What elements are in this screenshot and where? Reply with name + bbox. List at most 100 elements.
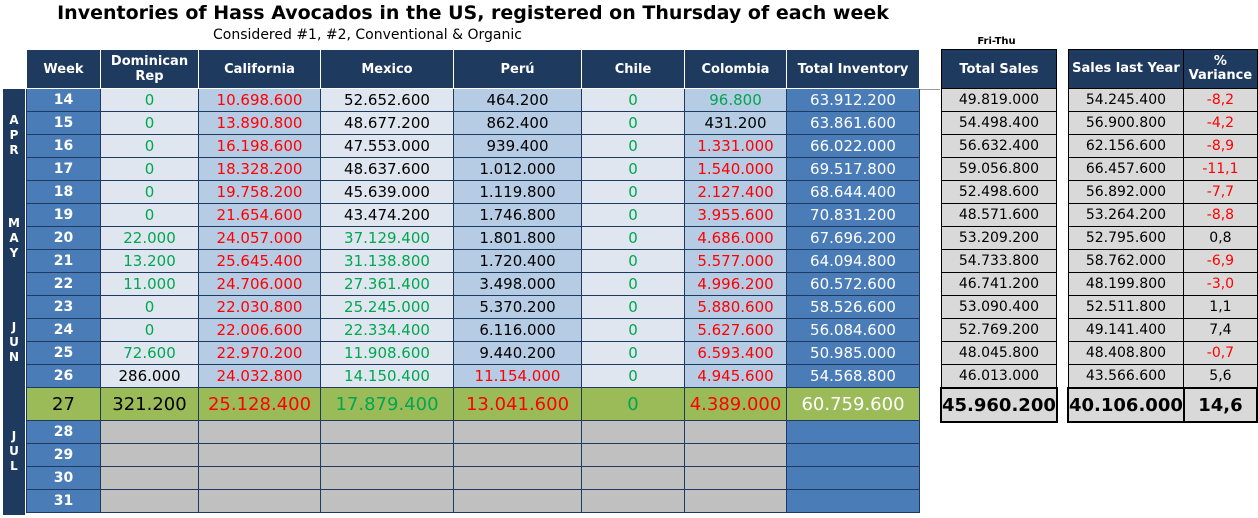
mex-cell: 31.138.800 [320, 249, 454, 273]
last-year-cell: 43.566.600 [1067, 364, 1185, 389]
week-cell: 20 [26, 226, 101, 250]
dom-cell: 11.000 [100, 272, 199, 296]
cal-cell: 24.706.000 [198, 272, 321, 296]
empty-cell [320, 489, 454, 513]
table-row: 19 0 21.654.600 43.474.200 1.746.800 0 3.955.6… [26, 203, 920, 227]
peru-cell: 862.400 [453, 111, 582, 135]
peru-cell: 13.041.600 [453, 387, 582, 421]
peru-cell: 9.440.200 [453, 341, 582, 365]
cal-cell: 18.328.200 [198, 157, 321, 181]
chile-cell: 0 [581, 364, 685, 388]
mex-cell: 47.553.000 [320, 134, 454, 158]
header-chile: Chile [581, 49, 685, 89]
last-year-cell: 53.264.200 [1067, 203, 1185, 227]
peru-cell: 1.720.400 [453, 249, 582, 273]
cal-cell: 21.654.600 [198, 203, 321, 227]
sales-cell: 59.056.800 [940, 157, 1058, 181]
mex-cell: 48.677.200 [320, 111, 454, 135]
last-year-cell: 52.511.800 [1067, 295, 1185, 319]
total-cell: 68.644.400 [786, 180, 920, 204]
table-row: 54.733.800 [940, 249, 1058, 273]
chile-cell: 0 [581, 295, 685, 319]
week-cell: 25 [26, 341, 101, 365]
table-row: 66.457.600 -11,1 [1067, 157, 1258, 181]
table-row: 56.900.800 -4,2 [1067, 111, 1258, 135]
empty-cell [581, 466, 685, 490]
header-total-sales: Total Sales [940, 49, 1058, 89]
mex-cell: 52.652.600 [320, 88, 454, 112]
dom-cell: 0 [100, 111, 199, 135]
total-cell: 67.696.200 [786, 226, 920, 250]
table-row: 52.498.600 [940, 180, 1058, 204]
sales-cell: 46.013.000 [940, 364, 1058, 389]
last-year-cell: 48.408.800 [1067, 341, 1185, 365]
header-dominican-rep: Dominican Rep [100, 49, 199, 89]
week-cell: 30 [26, 466, 101, 490]
total-cell: 64.094.800 [786, 249, 920, 273]
col-cell: 5.880.600 [684, 295, 787, 319]
last-year-cell: 56.900.800 [1067, 111, 1185, 135]
cal-cell: 25.645.400 [198, 249, 321, 273]
table-row: 46.741.200 [940, 272, 1058, 296]
table-row: 24 0 22.006.600 22.334.400 6.116.000 0 5.627.6… [26, 318, 920, 342]
header-variance: % Variance [1183, 49, 1258, 89]
chile-cell: 0 [581, 387, 685, 421]
week-cell: 31 [26, 489, 101, 513]
variance-cell: 0,8 [1183, 226, 1258, 250]
dom-cell: 13.200 [100, 249, 199, 273]
total-cell [786, 466, 920, 490]
week-cell: 16 [26, 134, 101, 158]
sales-cell: 56.632.400 [940, 134, 1058, 158]
table-row: 18 0 19.758.200 45.639.000 1.119.800 0 2.127.4… [26, 180, 920, 204]
dom-cell: 321.200 [100, 387, 199, 421]
table-row: 17 0 18.328.200 48.637.600 1.012.000 0 1.540.0… [26, 157, 920, 181]
last-year-cell: 49.141.400 [1067, 318, 1185, 342]
table-row: 53.090.400 [940, 295, 1058, 319]
sales-cell: 53.090.400 [940, 295, 1058, 319]
chile-cell: 0 [581, 318, 685, 342]
empty-cell [684, 443, 787, 467]
chile-cell: 0 [581, 341, 685, 365]
empty-cell [320, 466, 454, 490]
cal-cell: 19.758.200 [198, 180, 321, 204]
chile-cell: 0 [581, 203, 685, 227]
dom-cell: 72.600 [100, 341, 199, 365]
last-year-cell: 54.245.400 [1067, 88, 1185, 112]
table-row: 20 22.000 24.057.000 37.129.400 1.801.800 0 4.… [26, 226, 920, 250]
empty-cell [684, 466, 787, 490]
peru-cell: 1.119.800 [453, 180, 582, 204]
table-row: 59.056.800 [940, 157, 1058, 181]
total-cell: 69.517.800 [786, 157, 920, 181]
col-cell: 4.686.000 [684, 226, 787, 250]
empty-cell [684, 489, 787, 513]
variance-cell: 7,4 [1183, 318, 1258, 342]
sales-cell: 48.045.800 [940, 341, 1058, 365]
empty-cell [198, 466, 321, 490]
empty-cell [453, 466, 582, 490]
week-cell: 27 [26, 387, 101, 421]
table-row: 58.762.000 -6,9 [1067, 249, 1258, 273]
table-row: 26 286.000 24.032.800 14.150.400 11.154.000 0… [26, 364, 920, 388]
week-cell: 26 [26, 364, 101, 388]
dom-cell: 22.000 [100, 226, 199, 250]
table-row: 25 72.600 22.970.200 11.908.600 9.440.200 0 6.… [26, 341, 920, 365]
sales-cell: 52.769.200 [940, 318, 1058, 342]
mex-cell: 25.245.000 [320, 295, 454, 319]
header-mexico: Mexico [320, 49, 454, 89]
week-cell: 19 [26, 203, 101, 227]
col-cell: 96.800 [684, 88, 787, 112]
empty-cell [453, 420, 582, 444]
empty-cell [320, 443, 454, 467]
week-cell: 24 [26, 318, 101, 342]
dom-cell: 0 [100, 203, 199, 227]
table-row: 21 13.200 25.645.400 31.138.800 1.720.400 0 5.… [26, 249, 920, 273]
total-cell [786, 489, 920, 513]
mex-cell: 45.639.000 [320, 180, 454, 204]
peru-cell: 5.370.200 [453, 295, 582, 319]
col-cell: 6.593.400 [684, 341, 787, 365]
chile-cell: 0 [581, 88, 685, 112]
sales-cell: 49.819.000 [940, 88, 1058, 112]
empty-cell [453, 489, 582, 513]
